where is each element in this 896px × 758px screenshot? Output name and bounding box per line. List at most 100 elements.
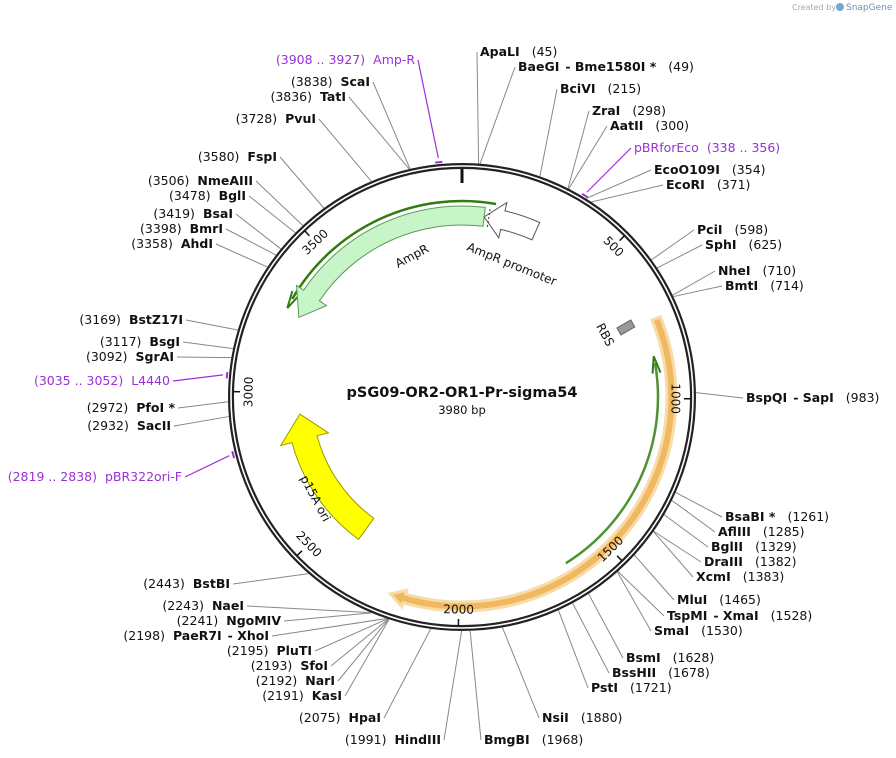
site-name-2: - SapI [793,390,834,405]
site-location: (3035 .. 3052) [34,373,123,388]
site-line [616,571,652,632]
site-line [695,392,744,399]
ampr-arrow [295,205,486,319]
site-name-2: - XhoI [228,628,269,643]
site-lines [172,51,744,741]
scale-tick [296,550,303,557]
site-line [344,619,390,697]
site-line [279,156,325,209]
site-name: BmtI [725,278,758,293]
site-line [539,88,558,177]
site-line [177,401,229,409]
site-location: (1530) [701,623,743,638]
site-location: (1261) [787,509,829,524]
site-location: (710) [763,263,797,278]
site-label: DraIII (1382) [704,554,797,569]
site-label: XcmI (1383) [696,569,784,584]
site-line [588,593,624,659]
site-location: (3580) [198,149,240,164]
site-line [185,319,238,331]
site-name: SphI [705,237,737,252]
credit: Created by [792,3,836,12]
site-line [585,169,652,200]
cds-strand [565,362,660,565]
site-name: DraIII [704,554,743,569]
site-location: (1880) [581,710,623,725]
site-name: KasI [312,688,342,703]
site-label: MluI (1465) [677,592,761,607]
site-name: PstI [591,680,618,695]
site-name: BaeGI [518,59,559,74]
scale-tick [304,230,310,237]
site-location: (2191) [262,688,304,703]
site-name: MluI [677,592,707,607]
site-location: (2195) [227,643,269,658]
site-label: ZraI (298) [592,103,666,118]
site-label: BglII (1329) [711,539,797,554]
site-line [673,285,723,298]
site-label: (2241) NgoMIV [177,613,282,628]
ampr-promoter [483,201,541,241]
site-label: (2819 .. 2838) pBR322ori-F [8,469,182,484]
site-location: (3728) [236,111,278,126]
site-location: (2192) [256,673,298,688]
site-location: (3836) [270,89,312,104]
site-name: BsaI [203,206,233,221]
site-label: BsmI (1628) [626,650,714,665]
ampr-divider [486,208,491,227]
site-line [283,612,372,622]
site-label: (2192) NarI [256,673,335,688]
site-location: (2198) [123,628,165,643]
site-label: (2932) SacII [87,418,171,433]
site-line [501,627,540,719]
site-label: (3169) BstZ17I [79,312,183,327]
site-location: (1383) [743,569,785,584]
site-label: (3728) PvuI [236,111,316,126]
site-name: BciVI [560,81,596,96]
site-line [173,416,229,427]
site-name: AflIII [718,524,751,539]
site-label: BaeGI - Bme1580I * (49) [518,59,694,74]
site-name: BsmI [626,650,661,665]
scale-label: 2000 [443,602,474,616]
site-label: pBRforEco (338 .. 356) [634,140,780,155]
site-name: ZraI [592,103,620,118]
site-label: SmaI (1530) [654,623,743,638]
site-name: AatII [610,118,643,133]
site-line [663,514,709,548]
site-label: BsaBI * (1261) [725,509,829,524]
rbs-mark [616,319,636,336]
primer-bind [435,160,443,164]
site-name: FspI [247,149,277,164]
site-name: SgrAI [136,349,174,364]
site-label: (3836) TatI [270,89,346,104]
site-location: (300) [655,118,689,133]
ampr-strand [291,199,497,300]
primer-line [586,147,632,193]
site-line [671,500,716,533]
site-line [617,571,665,617]
feature-label: AmpR promoter [465,240,559,289]
site-label: (2243) NaeI [162,598,244,613]
site-label: (3398) BmrI [140,221,223,236]
site-location: (3117) [100,334,142,349]
site-location: (3838) [291,74,333,89]
site-name: NaeI [212,598,244,613]
site-line [235,213,282,250]
site-line [314,618,388,652]
site-location: (1329) [755,539,797,554]
site-labels: ApaLI (45)BaeGI - Bme1580I * (49) BciVI (215)… [8,44,880,747]
site-label: EcoO109I (354) [654,162,766,177]
brand-logo [836,3,844,11]
site-line [568,125,608,190]
site-label: (1991) HindIII [345,732,441,747]
site-location: (1678) [668,665,710,680]
site-label: TspMI - XmaI (1528) [667,608,812,623]
site-location: (49) [668,59,694,74]
cds-band [387,314,678,613]
site-label: (2972) PfoI * [87,400,176,415]
site-name: PfoI * [136,400,175,415]
feature-label: RBS [593,321,617,349]
scale-tick [619,235,626,242]
